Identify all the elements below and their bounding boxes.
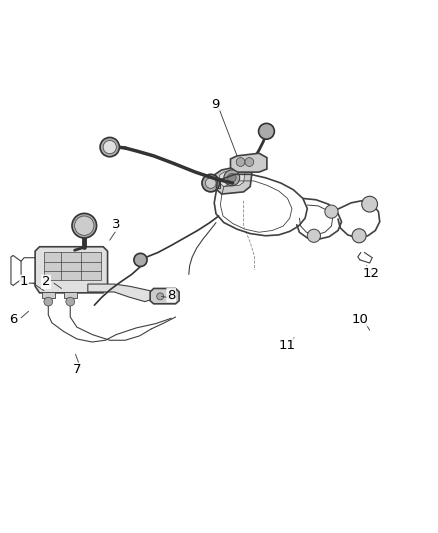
Text: 7: 7 <box>72 363 81 376</box>
Circle shape <box>100 138 119 157</box>
Polygon shape <box>205 178 220 188</box>
Text: 11: 11 <box>279 339 295 352</box>
Circle shape <box>223 170 239 185</box>
Circle shape <box>167 293 174 300</box>
Text: 1: 1 <box>20 276 28 288</box>
Circle shape <box>134 253 147 266</box>
Polygon shape <box>88 284 155 302</box>
Circle shape <box>66 297 74 306</box>
Polygon shape <box>150 288 179 304</box>
Circle shape <box>103 141 116 154</box>
Circle shape <box>44 297 53 306</box>
Text: 2: 2 <box>42 276 50 288</box>
Circle shape <box>156 293 163 300</box>
Circle shape <box>307 229 320 243</box>
Circle shape <box>201 174 219 192</box>
Polygon shape <box>219 169 244 187</box>
Circle shape <box>205 178 215 188</box>
Polygon shape <box>44 253 101 280</box>
Polygon shape <box>42 292 55 298</box>
Text: 8: 8 <box>166 288 175 302</box>
Circle shape <box>244 158 253 166</box>
Circle shape <box>72 213 96 238</box>
Text: 12: 12 <box>362 266 378 280</box>
Polygon shape <box>64 292 77 298</box>
Circle shape <box>351 229 365 243</box>
Circle shape <box>324 205 337 218</box>
Polygon shape <box>35 247 107 293</box>
Text: 6: 6 <box>9 313 18 326</box>
Circle shape <box>258 123 274 139</box>
Text: 3: 3 <box>112 219 120 231</box>
Polygon shape <box>230 154 266 172</box>
Circle shape <box>74 216 94 236</box>
Circle shape <box>236 158 244 166</box>
Text: 10: 10 <box>351 313 367 326</box>
Text: 9: 9 <box>210 98 219 110</box>
Circle shape <box>227 173 236 182</box>
Circle shape <box>361 196 377 212</box>
Polygon shape <box>215 166 252 194</box>
